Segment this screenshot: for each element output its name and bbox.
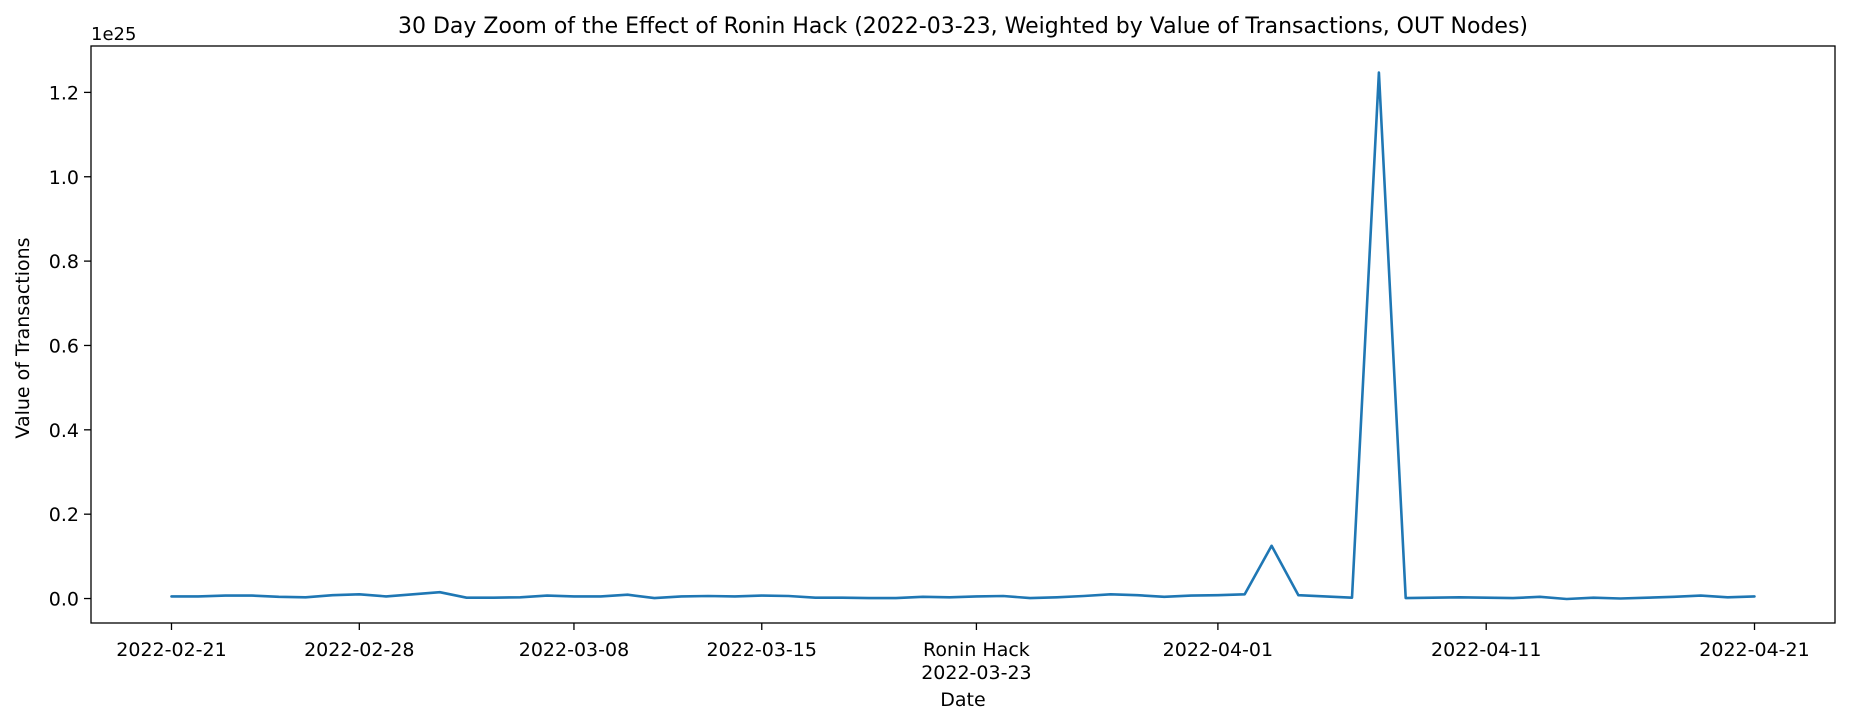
y-tick-label: 0.4 [49, 420, 79, 442]
y-tick-label: 1.0 [49, 167, 79, 189]
x-axis-label: Date [940, 689, 985, 711]
y-tick-label: 0.6 [49, 335, 79, 357]
chart-title: 30 Day Zoom of the Effect of Ronin Hack … [398, 14, 1528, 39]
x-tick-label: 2022-04-21 [1699, 639, 1809, 661]
y-ticks: 0.0 0.2 0.4 0.6 0.8 1.0 1.2 [49, 82, 91, 611]
y-tick-label: 0.2 [49, 504, 79, 526]
series-line [170, 71, 1756, 601]
x-tick-label: 2022-03-15 [707, 639, 817, 661]
x-tick-label: 2022-04-11 [1431, 639, 1541, 661]
y-axis-label: Value of Transactions [12, 237, 34, 438]
x-tick-label: 2022-04-01 [1163, 639, 1273, 661]
y-tick-label: 0.8 [49, 251, 79, 273]
y-tick-label: 1.2 [49, 82, 79, 104]
x-tick-label: 2022-03-08 [519, 639, 629, 661]
x-tick-label-secondary: 2022-03-23 [921, 662, 1031, 684]
y-tick-label: 0.0 [49, 589, 79, 611]
y-offset-label: 1e25 [91, 24, 136, 45]
x-ticks: 2022-02-21 2022-02-28 2022-03-08 2022-03-15… [116, 623, 1810, 684]
x-tick-label: Ronin Hack [923, 639, 1030, 661]
x-tick-label: 2022-02-28 [304, 639, 414, 661]
x-tick-label: 2022-02-21 [116, 639, 226, 661]
plot-frame [90, 45, 1836, 624]
